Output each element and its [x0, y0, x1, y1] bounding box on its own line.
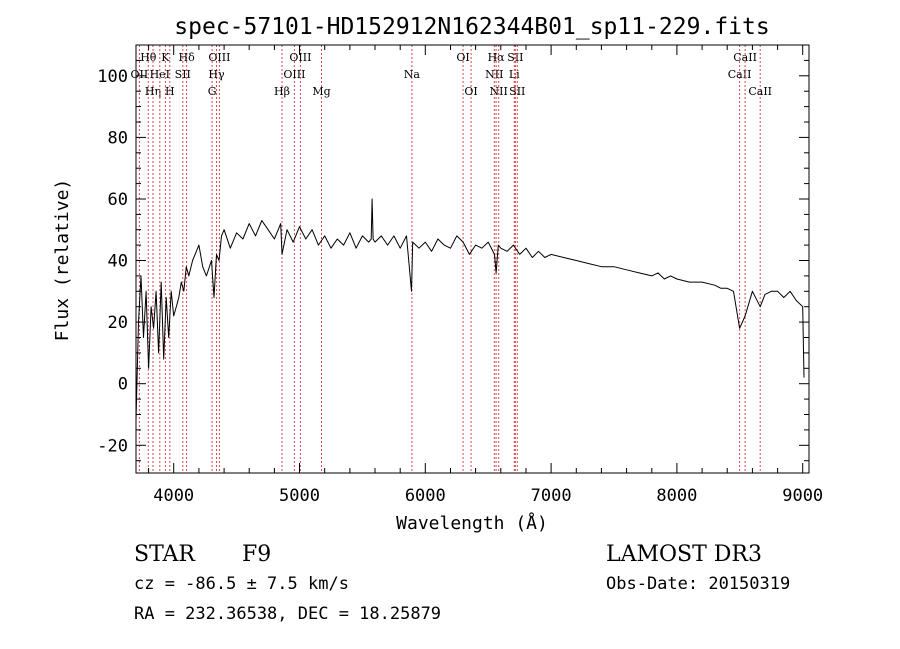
- line-label: OI: [464, 85, 477, 98]
- coordinates: RA = 232.36538, DEC = 18.25879: [134, 604, 441, 624]
- spectral-line-markers: OIIHθHηHeIKHSIIHδGHγOIIIHβOIIIOIIIMgNaOI…: [131, 45, 772, 473]
- line-label: OI: [456, 51, 469, 64]
- line-label: OIII: [283, 68, 305, 81]
- line-label: NII: [485, 68, 503, 81]
- line-label: CaII: [728, 68, 752, 81]
- x-tick-label: 8000: [656, 486, 697, 506]
- line-label: K: [161, 51, 170, 64]
- line-label: SII: [175, 68, 191, 81]
- spectrum-line: [135, 198, 805, 421]
- y-tick-label: 40: [108, 252, 128, 272]
- line-label: OIII: [289, 51, 311, 64]
- data-series: [135, 198, 805, 421]
- object-subclass: F9: [242, 542, 271, 567]
- line-label: NII: [490, 85, 508, 98]
- line-label: Hδ: [178, 51, 195, 64]
- y-tick-label: 100: [97, 67, 128, 87]
- x-tick-label: 9000: [782, 486, 823, 506]
- line-label: OIII: [208, 51, 230, 64]
- obs-date: Obs-Date: 20150319: [606, 574, 790, 594]
- line-label: CaII: [748, 85, 772, 98]
- x-tick-label: 7000: [531, 486, 572, 506]
- x-tick-label: 5000: [279, 486, 320, 506]
- line-label: Hβ: [274, 85, 290, 98]
- line-label: Mg: [312, 85, 330, 98]
- plot-frame: [135, 44, 810, 474]
- x-axis-label: Wavelength (Å): [396, 512, 548, 534]
- line-label: G: [208, 85, 217, 98]
- y-tick-label: 0: [118, 375, 128, 395]
- line-label: SII: [507, 51, 523, 64]
- survey-name: LAMOST DR3: [606, 542, 762, 567]
- object-type: STAR: [134, 542, 196, 567]
- line-label: Hη: [145, 85, 161, 98]
- x-tick-label: 4000: [153, 486, 194, 506]
- y-tick-label: 80: [108, 128, 128, 148]
- line-label: Na: [404, 68, 421, 81]
- line-label: OII: [131, 68, 149, 81]
- line-label: H: [165, 85, 175, 98]
- line-label: SII: [509, 85, 525, 98]
- y-tick-label: 20: [108, 313, 128, 333]
- line-label: Li: [509, 68, 520, 81]
- y-axis-label: Flux (relative): [52, 179, 73, 342]
- line-label: Hγ: [208, 68, 225, 81]
- redshift-text: cz = -86.5 ± 7.5 km/s: [134, 574, 349, 594]
- y-tick-label: -20: [97, 436, 128, 456]
- line-label: HeI: [150, 68, 170, 81]
- y-tick-label: 60: [108, 190, 128, 210]
- x-tick-label: 6000: [405, 486, 446, 506]
- line-label: Hθ: [140, 51, 157, 64]
- chart-title: spec-57101-HD152912N162344B01_sp11-229.f…: [174, 14, 769, 40]
- line-label: CaII: [733, 51, 757, 64]
- line-label: Hα: [488, 51, 506, 64]
- axis-ticks: 4000 5000 6000 7000 8000 9000 -20 0 20 40 60 80 100: [97, 45, 823, 506]
